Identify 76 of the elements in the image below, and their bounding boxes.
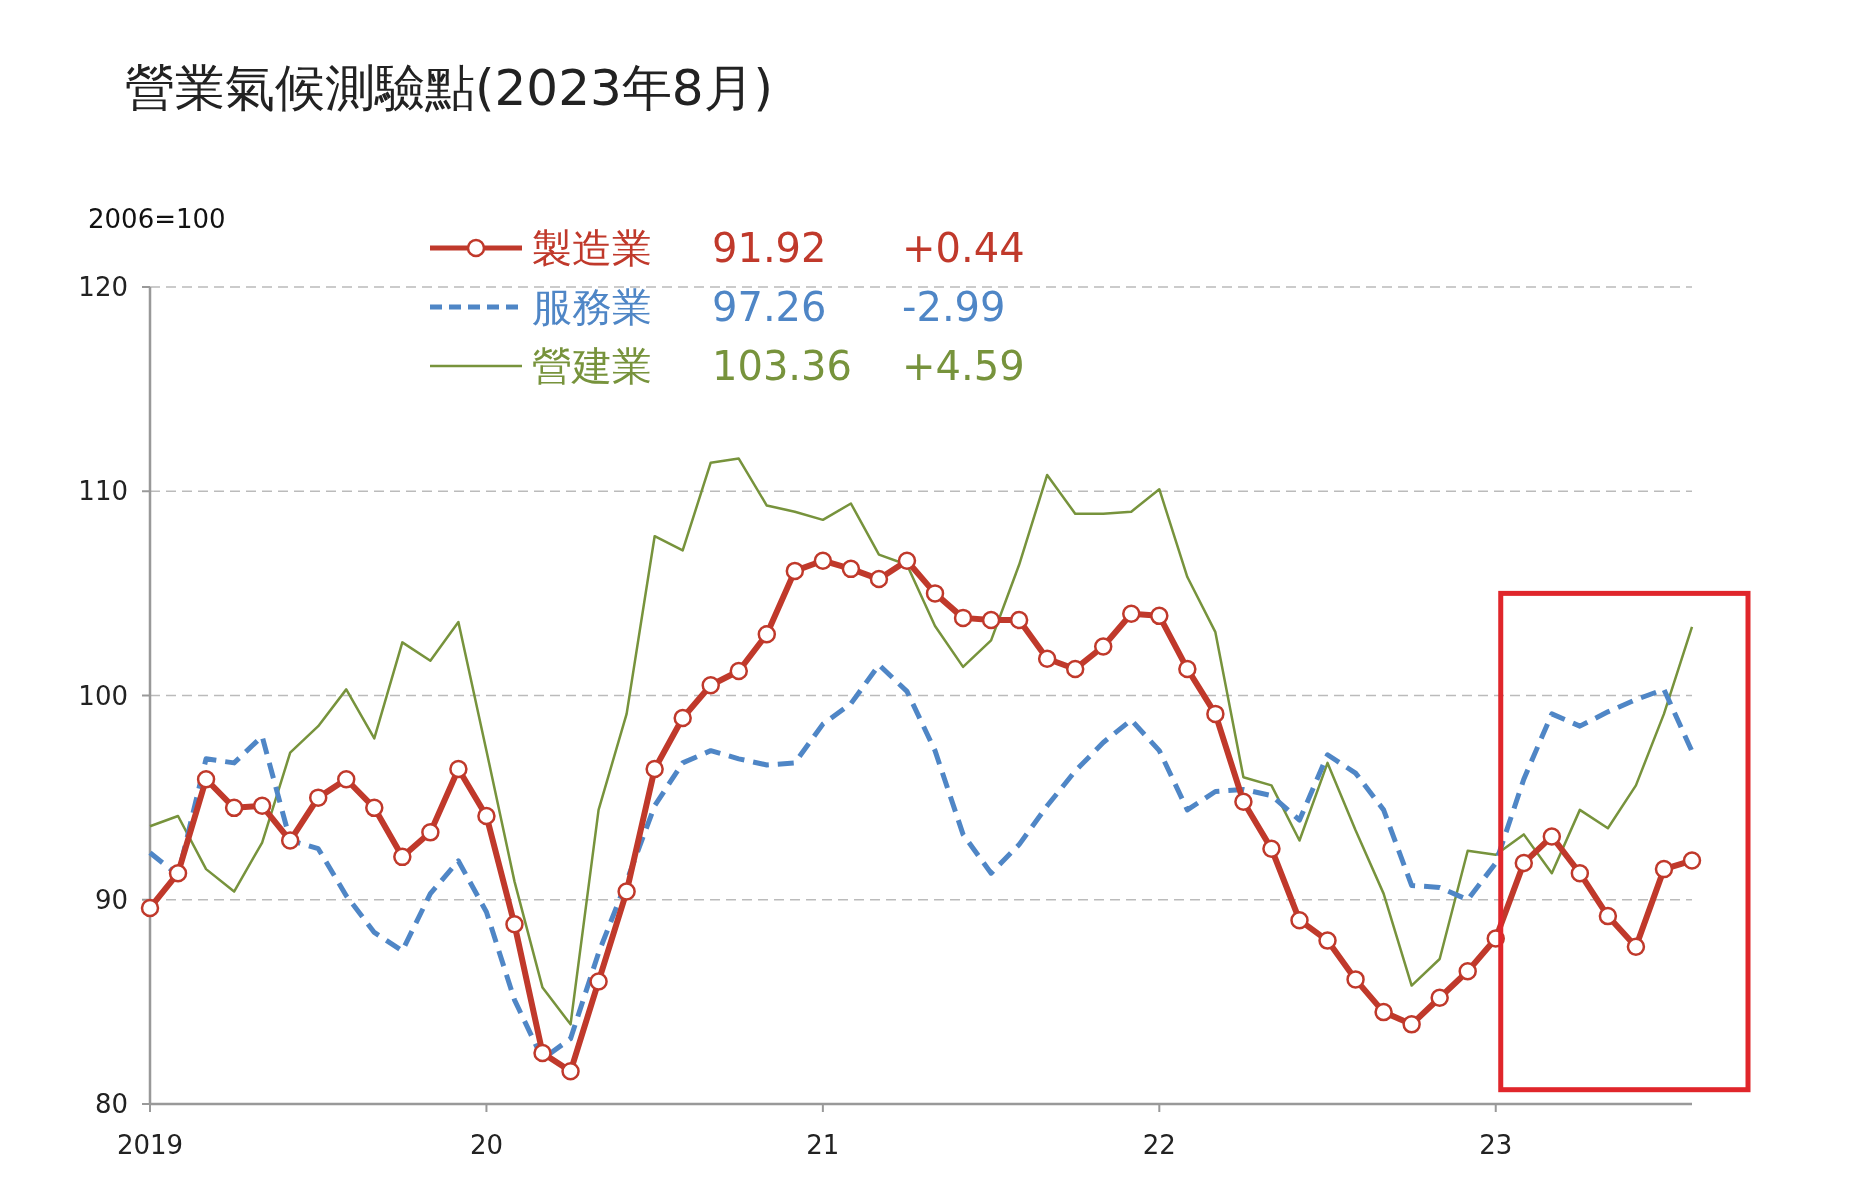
- point: [1037, 649, 1057, 668]
- point: [869, 569, 889, 589]
- point: [925, 584, 945, 603]
- legend-label: 營建業: [532, 343, 652, 389]
- point: [1262, 839, 1281, 858]
- y-tick-label: 120: [78, 272, 128, 302]
- point: [337, 769, 356, 789]
- point: [813, 551, 833, 570]
- point: [897, 551, 917, 570]
- annotation: -2.99: [902, 284, 1006, 330]
- point: [1009, 610, 1029, 630]
- point: [701, 676, 720, 695]
- point: [561, 1062, 580, 1081]
- point: [1122, 604, 1141, 624]
- point: [308, 788, 328, 807]
- point: [673, 708, 692, 728]
- point: [1570, 863, 1590, 883]
- y-axis-title: 2006=100: [88, 204, 226, 234]
- point: [533, 1043, 552, 1063]
- point: [224, 798, 244, 818]
- point: [1234, 792, 1253, 811]
- annotation: 97.26: [712, 284, 827, 330]
- point: [449, 759, 468, 779]
- y-tick-label: 80: [94, 1089, 128, 1119]
- point: [953, 608, 973, 628]
- point: [841, 559, 861, 579]
- point: [981, 610, 1001, 630]
- chart-title: 營業氣候測驗點(2023年8月): [125, 59, 774, 117]
- point: [1542, 827, 1562, 846]
- point: [617, 882, 636, 901]
- x-tick-label: 2019: [116, 1130, 184, 1160]
- point: [168, 863, 188, 883]
- point: [196, 769, 216, 789]
- annotation: 103.36: [712, 343, 852, 389]
- point: [785, 561, 805, 581]
- point: [757, 624, 777, 644]
- y-tick-label: 100: [78, 680, 128, 711]
- point: [1430, 988, 1449, 1008]
- point: [1626, 937, 1646, 956]
- legend-label: 製造業: [532, 225, 652, 271]
- point: [505, 915, 524, 934]
- point: [1178, 659, 1197, 679]
- point: [280, 831, 300, 850]
- x-tick-label: 23: [1479, 1130, 1513, 1160]
- point: [645, 759, 664, 779]
- point: [1402, 1015, 1421, 1034]
- x-tick-label: 22: [1142, 1130, 1176, 1160]
- point: [1290, 910, 1309, 930]
- point: [1514, 853, 1534, 873]
- point: [421, 823, 440, 842]
- point: [1150, 606, 1169, 626]
- point: [393, 847, 412, 867]
- point: [1598, 906, 1618, 926]
- point: [1374, 1002, 1393, 1022]
- x-tick-label: 21: [806, 1130, 840, 1160]
- point: [1206, 704, 1225, 724]
- point: [1654, 859, 1674, 879]
- y-tick-label: 110: [78, 476, 128, 507]
- point: [365, 798, 384, 818]
- annotation: +4.59: [902, 343, 1025, 389]
- x-tick-label: 20: [469, 1130, 503, 1160]
- point: [1093, 637, 1113, 656]
- point: [1318, 931, 1337, 950]
- text: +0.44: [902, 225, 1025, 271]
- point: [1346, 970, 1365, 989]
- point: [1065, 659, 1085, 679]
- point: [252, 796, 272, 816]
- point: [477, 806, 496, 826]
- y-tick-label: 90: [94, 884, 128, 915]
- point: [1682, 851, 1702, 870]
- text: 91.92: [712, 225, 827, 271]
- point: [589, 972, 608, 991]
- point: [1458, 961, 1477, 981]
- legend-label: 服務業: [532, 284, 652, 330]
- point: [140, 898, 160, 918]
- point: [729, 661, 749, 681]
